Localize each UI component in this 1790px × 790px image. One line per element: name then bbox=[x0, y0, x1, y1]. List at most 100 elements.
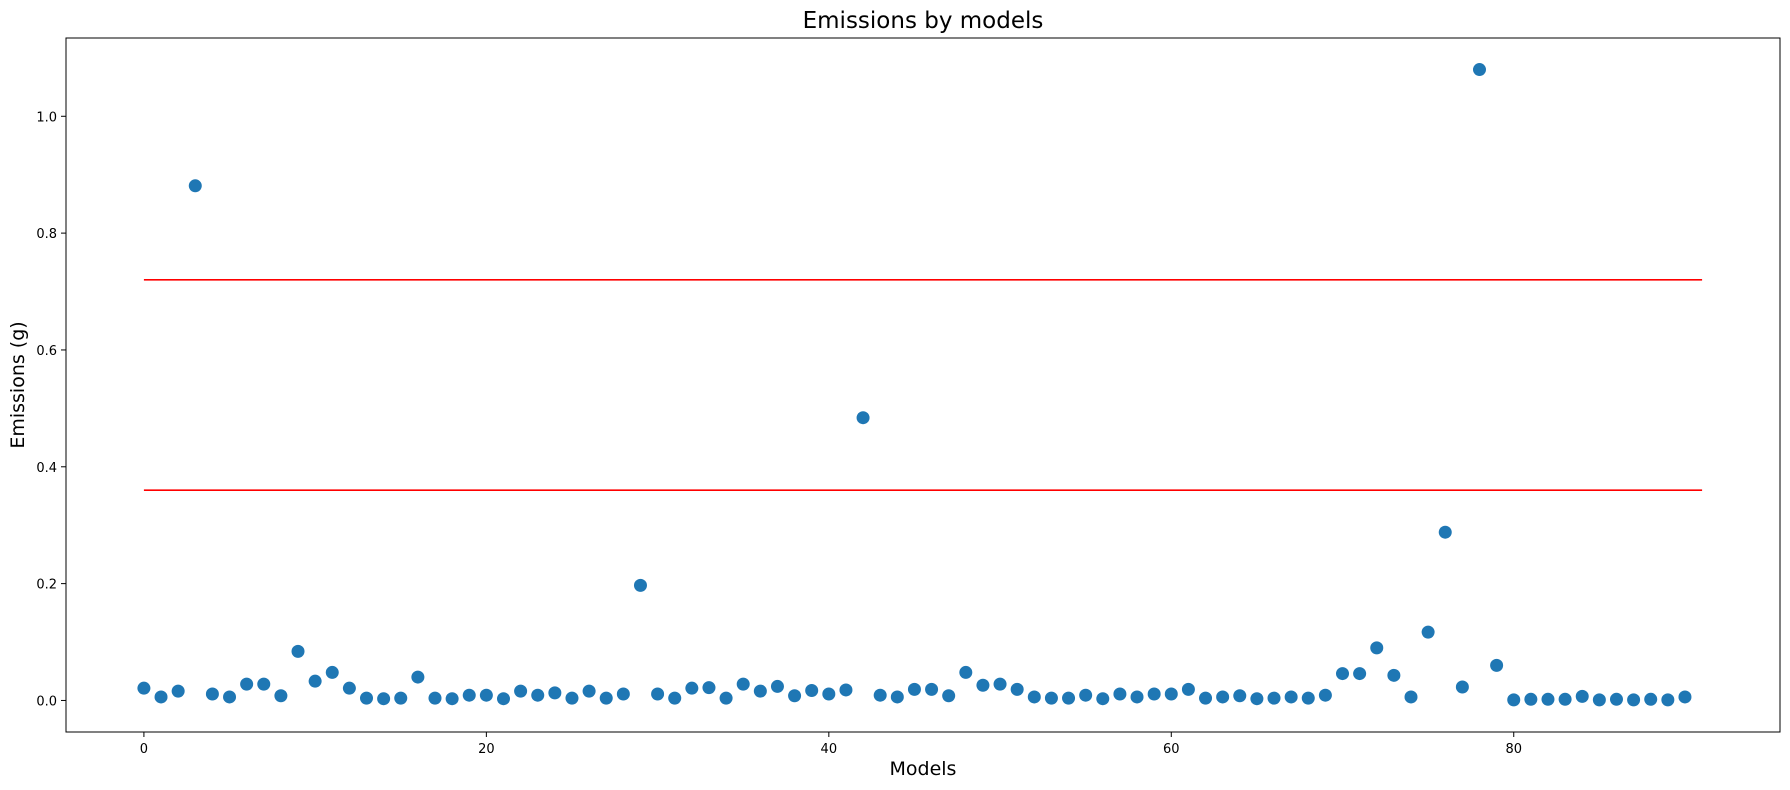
y-tick-label: 0.8 bbox=[36, 227, 57, 242]
data-point bbox=[445, 692, 459, 706]
data-point bbox=[308, 674, 322, 688]
data-point bbox=[1421, 625, 1435, 639]
data-point bbox=[394, 691, 408, 705]
data-point bbox=[1250, 692, 1264, 706]
data-point bbox=[1490, 658, 1504, 672]
data-point bbox=[274, 689, 288, 703]
y-tick-label: 1.0 bbox=[36, 110, 57, 125]
data-point bbox=[205, 687, 219, 701]
x-axis-title: Models bbox=[890, 758, 957, 780]
data-point bbox=[1027, 690, 1041, 704]
data-point bbox=[702, 681, 716, 695]
plot-area bbox=[137, 63, 1703, 707]
data-point bbox=[856, 411, 870, 425]
data-point bbox=[582, 684, 596, 698]
data-point bbox=[1199, 691, 1213, 705]
data-point bbox=[890, 690, 904, 704]
y-axis-title: Emissions (g) bbox=[7, 321, 29, 448]
data-point bbox=[719, 691, 733, 705]
data-point bbox=[736, 677, 750, 691]
data-point bbox=[1284, 690, 1298, 704]
data-point bbox=[291, 644, 305, 658]
data-point bbox=[1661, 693, 1675, 707]
data-point bbox=[462, 688, 476, 702]
data-point bbox=[1147, 687, 1161, 701]
data-point bbox=[479, 688, 493, 702]
data-point bbox=[1455, 680, 1469, 694]
data-point bbox=[514, 684, 528, 698]
y-tick-label: 0.2 bbox=[36, 578, 57, 593]
y-tick-label: 0.0 bbox=[36, 694, 57, 709]
data-point bbox=[496, 692, 510, 706]
data-point bbox=[240, 677, 254, 691]
data-point bbox=[411, 670, 425, 684]
data-point bbox=[1318, 688, 1332, 702]
data-point bbox=[1353, 667, 1367, 681]
data-point bbox=[1181, 682, 1195, 696]
data-point bbox=[1438, 525, 1452, 539]
data-point bbox=[377, 692, 391, 706]
data-point bbox=[360, 691, 374, 705]
data-point bbox=[1627, 693, 1641, 707]
data-point bbox=[1096, 692, 1110, 706]
data-point bbox=[565, 691, 579, 705]
data-point bbox=[1233, 689, 1247, 703]
data-point bbox=[1062, 691, 1076, 705]
data-point bbox=[1678, 690, 1692, 704]
data-point bbox=[1267, 691, 1281, 705]
data-point bbox=[668, 691, 682, 705]
data-point bbox=[548, 686, 562, 700]
data-point bbox=[342, 681, 356, 695]
x-tick-label: 20 bbox=[478, 742, 495, 757]
data-point bbox=[1113, 687, 1127, 701]
x-tick-label: 80 bbox=[1505, 742, 1522, 757]
data-point bbox=[1216, 690, 1230, 704]
data-point bbox=[1370, 641, 1384, 655]
data-point bbox=[188, 179, 202, 193]
data-point bbox=[171, 684, 185, 698]
data-point bbox=[137, 681, 151, 695]
x-tick-label: 0 bbox=[140, 742, 148, 757]
data-point bbox=[223, 690, 237, 704]
data-point bbox=[531, 688, 545, 702]
data-point bbox=[1044, 691, 1058, 705]
data-point bbox=[1336, 667, 1350, 681]
data-point bbox=[1575, 689, 1589, 703]
data-point bbox=[822, 687, 836, 701]
data-point bbox=[873, 688, 887, 702]
data-point bbox=[1472, 63, 1486, 77]
data-point bbox=[805, 684, 819, 698]
data-point bbox=[1609, 692, 1623, 706]
data-point bbox=[1130, 690, 1144, 704]
data-point bbox=[1592, 693, 1606, 707]
data-point bbox=[428, 691, 442, 705]
chart-title: Emissions by models bbox=[803, 8, 1044, 34]
data-point bbox=[325, 665, 339, 679]
y-axis-ticks: 0.0 0.2 0.4 0.6 0.8 1.0 bbox=[36, 110, 66, 709]
data-point bbox=[651, 687, 665, 701]
data-point bbox=[907, 682, 921, 696]
data-point bbox=[616, 687, 630, 701]
y-tick-label: 0.6 bbox=[36, 344, 57, 359]
data-point bbox=[1507, 693, 1521, 707]
data-point bbox=[1541, 692, 1555, 706]
data-point bbox=[753, 684, 767, 698]
data-point bbox=[1301, 691, 1315, 705]
data-point bbox=[1387, 668, 1401, 682]
data-point bbox=[1644, 692, 1658, 706]
data-point bbox=[942, 689, 956, 703]
x-axis-ticks: 0 20 40 60 80 bbox=[140, 732, 1522, 757]
data-point bbox=[925, 682, 939, 696]
axes-frame bbox=[65, 37, 1781, 733]
data-point bbox=[1010, 682, 1024, 696]
data-point bbox=[993, 677, 1007, 691]
data-point bbox=[633, 578, 647, 592]
data-point bbox=[770, 679, 784, 693]
data-point bbox=[976, 678, 990, 692]
data-point bbox=[1404, 690, 1418, 704]
data-point bbox=[1558, 692, 1572, 706]
x-tick-label: 40 bbox=[821, 742, 838, 757]
data-point bbox=[599, 691, 613, 705]
